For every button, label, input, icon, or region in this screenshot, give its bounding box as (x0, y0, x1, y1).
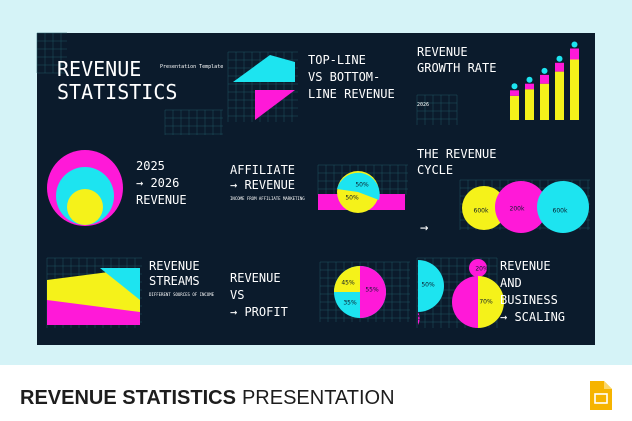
subtitle: Presentation Template (160, 64, 223, 70)
circle (462, 186, 506, 230)
footer-bold: REVENUE STATISTICS (20, 387, 236, 409)
footer-light: PRESENTATION (242, 387, 395, 409)
shape-label: 20% (475, 266, 489, 273)
slides-icon-fold (604, 381, 612, 389)
circle (67, 189, 103, 225)
bar-chart (510, 41, 579, 120)
caption: INCOME FROM AFFILIATE MARKETING (230, 196, 305, 201)
half-circle (418, 260, 444, 312)
half-circle (478, 276, 504, 328)
circle-label: 200k (510, 206, 525, 213)
bar (525, 89, 534, 120)
slide-title: → SCALING (500, 310, 565, 324)
pie-label: 55% (365, 287, 379, 294)
slide-title: BUSINESS (500, 293, 558, 307)
bar (525, 83, 534, 90)
magenta-shape (255, 90, 295, 120)
slide-title: AND (500, 276, 522, 290)
slide-title: LINE REVENUE (308, 87, 395, 101)
bar (570, 48, 579, 60)
slide-title: REVENUE (136, 193, 187, 207)
pie-slice (337, 172, 380, 200)
bar (540, 74, 549, 84)
slide-title: STATISTICS (57, 80, 177, 104)
shape-label: 50% (421, 282, 435, 289)
slide-title: → PROFIT (230, 305, 288, 319)
bar-dot (511, 83, 518, 90)
bar-dot (526, 76, 533, 83)
slide-title: REVENUE (500, 259, 551, 273)
circle-label: 600k (553, 208, 568, 215)
footer-title: REVENUE STATISTICS PRESENTATION (20, 387, 395, 409)
pie-label: 45% (341, 280, 355, 287)
slide-title: 2025 (136, 159, 165, 173)
slide-title: CYCLE (417, 163, 453, 177)
bar (555, 71, 564, 120)
bar-dot (571, 41, 578, 48)
circle (537, 181, 589, 233)
circle (469, 259, 487, 277)
bar-dot (556, 55, 563, 62)
bar (510, 95, 519, 120)
slide-title: VS BOTTOM- (308, 70, 380, 84)
bar (540, 83, 549, 120)
bar (570, 59, 579, 120)
slide-title: TOP-LINE (308, 53, 366, 67)
slide-title: → 2026 (136, 176, 179, 190)
slide-title: REVENUE (149, 259, 200, 273)
slide-title: THE REVENUE (417, 147, 496, 161)
slide-title: GROWTH RATE (417, 61, 496, 75)
cyan-shape (233, 55, 295, 82)
shape-label: 70% (479, 299, 493, 306)
caption: DIFFERENT SOURCES OF INCOME (149, 292, 215, 297)
footer (0, 365, 632, 421)
slides-icon-frame (594, 393, 608, 404)
stream-shape (47, 300, 140, 325)
slide-title: REVENUE (57, 57, 141, 81)
shape-label: 50% (417, 315, 431, 322)
circle-label: 600k (474, 208, 489, 215)
slide-title: VS (230, 288, 244, 302)
slide-title: AFFILIATE (230, 163, 295, 177)
slide-title: STREAMS (149, 274, 200, 288)
pie-slice (334, 266, 360, 292)
pie-label: 35% (343, 300, 357, 307)
slide-title: REVENUE (417, 45, 468, 59)
pie-label: 50% (345, 195, 359, 202)
half-circle (418, 312, 420, 325)
bar-dot (541, 67, 548, 74)
bar (555, 62, 564, 72)
circle (495, 181, 547, 233)
half-circle (452, 276, 478, 328)
slide-title: → REVENUE (230, 178, 295, 192)
stream-shape (100, 268, 140, 300)
pie-slice (360, 266, 386, 318)
slide-title: REVENUE (230, 271, 281, 285)
bar (510, 90, 519, 96)
year: 2026 (417, 102, 429, 108)
pie-label: 50% (355, 182, 369, 189)
arrow: → (420, 220, 428, 236)
